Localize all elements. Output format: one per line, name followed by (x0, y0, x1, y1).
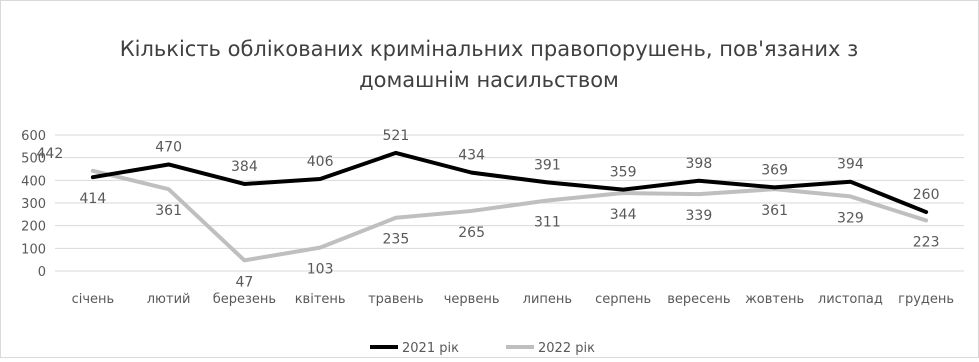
x-tick-label: січень (72, 292, 115, 307)
series-line (90, 150, 929, 215)
data-label-2021: 521 (383, 128, 410, 144)
data-label-2021: 414 (80, 191, 107, 207)
y-tick-label: 0 (38, 265, 46, 280)
data-label-2022: 235 (383, 232, 410, 248)
chart-title-line-2: домашнім насильством (359, 68, 619, 92)
data-label-2021: 406 (307, 154, 334, 170)
data-label-2022: 103 (307, 262, 334, 278)
data-label-2021: 369 (761, 162, 788, 178)
x-tick-label: червень (444, 292, 500, 307)
x-tick-label: жовтень (745, 292, 804, 307)
y-tick-label: 300 (21, 197, 46, 212)
x-tick-label: грудень (898, 292, 954, 307)
data-label-2021: 470 (155, 139, 182, 155)
x-tick-label: травень (368, 292, 424, 307)
data-label-2022: 339 (686, 208, 713, 224)
x-tick-label: серпень (595, 292, 651, 307)
data-label-2022: 265 (458, 225, 485, 241)
x-tick-label: квітень (295, 292, 346, 307)
series-line (90, 168, 929, 263)
data-label-2021: 260 (913, 187, 940, 203)
y-tick-label: 100 (21, 242, 46, 257)
data-label-2022: 329 (837, 210, 864, 226)
data-label-2022: 361 (155, 203, 182, 219)
y-tick-label: 500 (21, 152, 46, 167)
data-label-2022: 442 (37, 146, 64, 162)
y-tick-label: 200 (21, 220, 46, 235)
data-label-2021: 391 (534, 157, 561, 173)
data-label-2021: 384 (231, 159, 258, 175)
data-label-2022: 344 (610, 207, 637, 223)
data-label-2021: 394 (837, 157, 864, 173)
data-label-2022: 361 (761, 203, 788, 219)
x-tick-label: листопад (818, 292, 883, 307)
x-tick-label: березень (213, 292, 276, 307)
x-tick-label: лютий (147, 292, 191, 307)
legend-label: 2021 рік (402, 341, 459, 356)
data-label-2021: 398 (686, 156, 713, 172)
y-tick-label: 400 (21, 174, 46, 189)
x-tick-label: липень (523, 292, 572, 307)
data-label-2022: 311 (534, 215, 561, 231)
x-tick-label: вересень (667, 292, 730, 307)
data-label-2021: 434 (458, 148, 485, 164)
y-tick-label: 600 (21, 129, 46, 144)
data-label-2022: 223 (913, 234, 940, 250)
data-label-2022: 47 (235, 274, 253, 290)
chart-title-line-1: Кількість облікованих кримінальних право… (120, 37, 859, 61)
legend-label: 2022 рік (538, 341, 595, 356)
data-label-2021: 359 (610, 165, 637, 181)
